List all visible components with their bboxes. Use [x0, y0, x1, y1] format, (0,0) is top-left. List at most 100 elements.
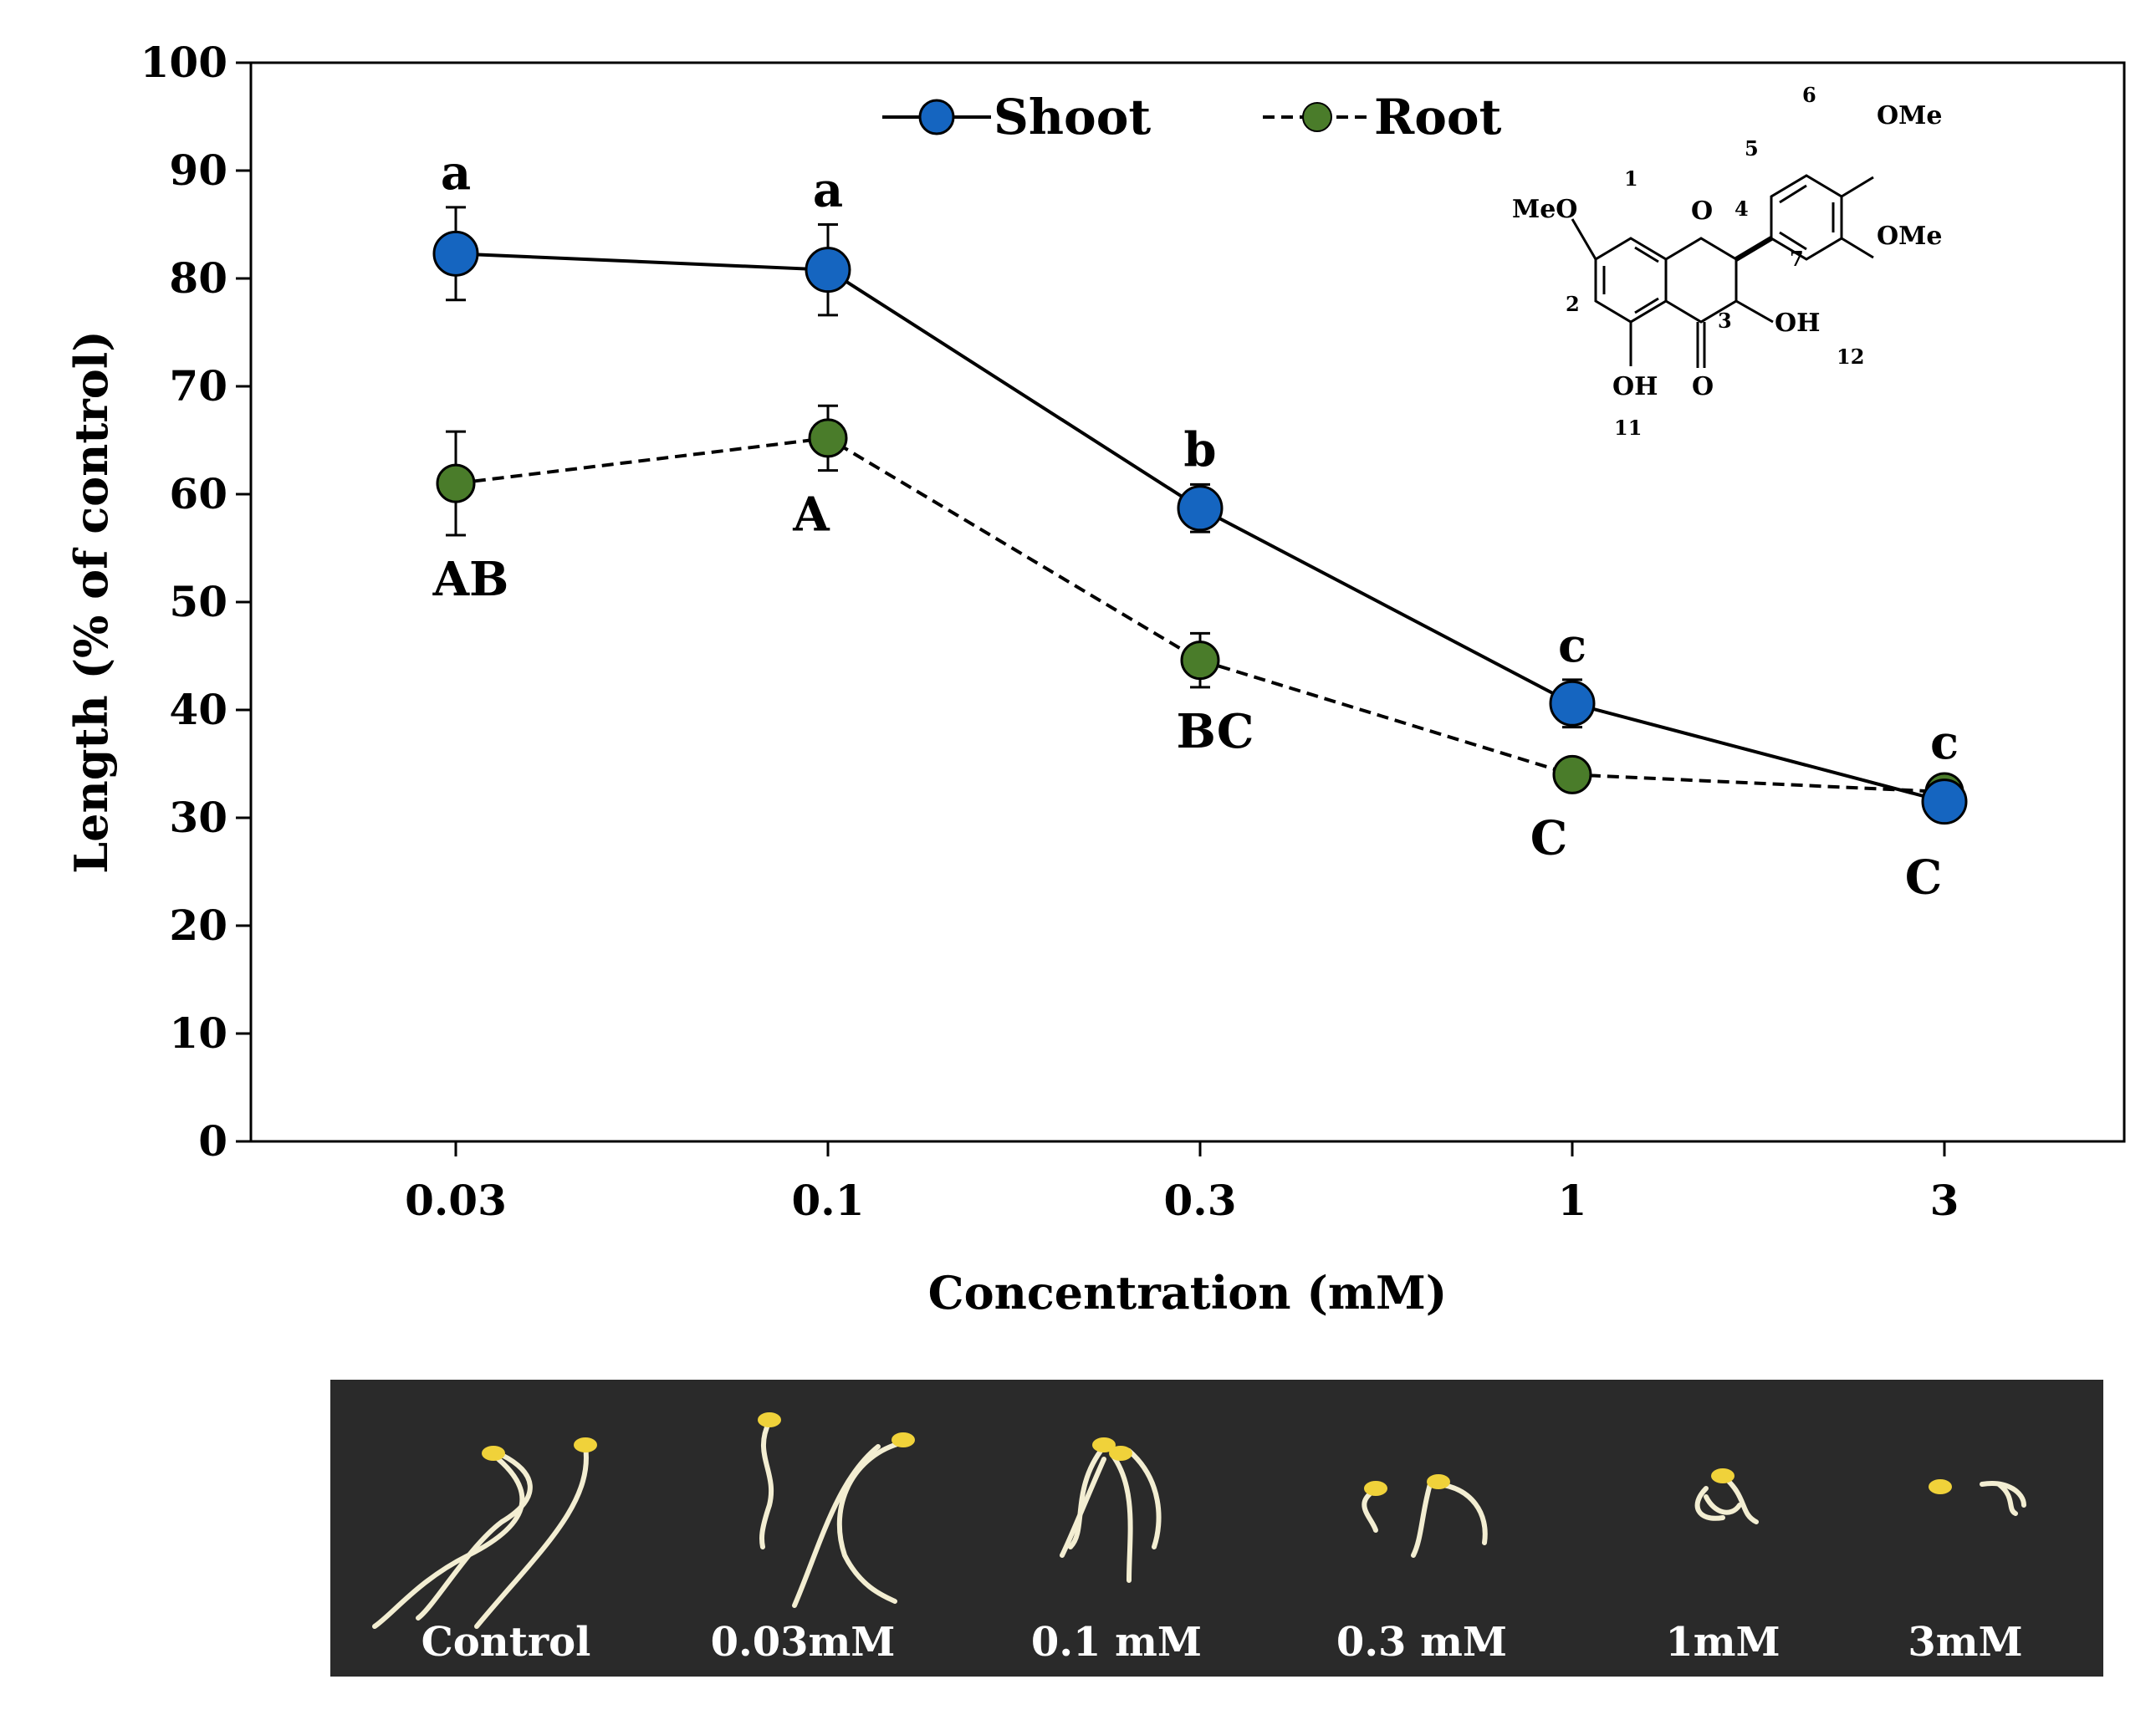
seedling-cotyledon: [758, 1412, 781, 1427]
seedling-stem: [1060, 1457, 1106, 1558]
hydroxyl-bond: [1735, 299, 1774, 324]
x-tick-label: 3: [1930, 1176, 1959, 1225]
y-tick-label: 0: [198, 1116, 227, 1166]
data-point-root: [808, 418, 848, 458]
seedling-cotyledon: [1427, 1474, 1450, 1489]
structure-number-1: 1: [1624, 166, 1638, 191]
seedling-cotyledon: [892, 1432, 915, 1447]
shoot-letter: c: [1930, 715, 1959, 770]
structure-number-4: 4: [1735, 197, 1749, 221]
y-tick-label: 80: [169, 253, 227, 303]
root-letter: A: [792, 487, 830, 543]
x-axis-title: Concentration (mM): [928, 1266, 1448, 1320]
legend-label-root: Root: [1374, 89, 1502, 145]
photo-label: Control: [421, 1619, 591, 1666]
methoxy-bond: [1841, 237, 1874, 259]
y-axis: 0 10 20 30 40 50 60 70 80 90 100: [140, 38, 251, 1166]
seedling-cotyledon: [574, 1437, 597, 1452]
chemical-structure-labels: MeO O OMe OMe OH OH O 1 2 3 4 5 6 7 11 1…: [1512, 83, 1942, 440]
structure-label-meo: MeO: [1512, 195, 1577, 224]
x-axis: 0.03 0.1 0.3 1 3: [405, 1141, 1959, 1225]
x-tick-label: 0.1: [792, 1176, 865, 1225]
seedling-stem: [759, 1419, 774, 1549]
structure-number-3: 3: [1718, 309, 1732, 333]
data-point-shoot: [1549, 680, 1596, 727]
methoxy-bond: [1841, 176, 1874, 198]
line-chart: 0 10 20 30 40 50 60 70 80 90 100 0.03 0.1 0.3 1 3 Leng…: [64, 38, 2126, 1320]
structure-label-carbonyl-o: O: [1692, 372, 1714, 401]
y-tick-label: 50: [169, 577, 227, 626]
legend-label-shoot: Shoot: [994, 89, 1151, 145]
structure-number-12: 12: [1837, 345, 1864, 369]
data-point-root: [1552, 754, 1592, 794]
x-tick-label: 1: [1558, 1176, 1587, 1225]
photo-label: 0.3 mM: [1336, 1619, 1507, 1666]
photo-background: [330, 1380, 2103, 1677]
structure-number-5: 5: [1745, 136, 1759, 161]
seedling-stem: [792, 1444, 881, 1608]
ring-b-double-bond: [1779, 184, 1807, 204]
y-tick-label: 60: [169, 469, 227, 518]
seedling-stem: [1110, 1452, 1133, 1583]
data-point-shoot: [805, 247, 851, 294]
legend-marker-root: [1302, 102, 1332, 132]
structure-label-ome-bottom: OMe: [1877, 222, 1942, 251]
seedling-stem: [1996, 1482, 2018, 1516]
data-point-root: [1180, 641, 1220, 681]
root-letter: C: [1905, 850, 1943, 906]
shoot-letter: a: [441, 145, 471, 201]
plot-frame: [249, 61, 2126, 1143]
structure-label-ome-top: OMe: [1877, 101, 1942, 130]
seedling-group: [1060, 1444, 1162, 1583]
series-line-root: [455, 436, 1945, 794]
seedling-group: [1362, 1482, 1488, 1558]
seedling-stem: [1411, 1482, 1433, 1558]
structure-number-2: 2: [1566, 292, 1580, 316]
y-tick-label: 90: [169, 145, 227, 195]
seedling-cotyledon: [1109, 1446, 1132, 1461]
data-point-shoot: [432, 230, 479, 277]
y-axis-title: Length (% of control): [64, 330, 118, 874]
photo-label: 0.1 mM: [1031, 1619, 1202, 1666]
root-letter: AB: [432, 552, 509, 607]
ring-a-double-bond: [1634, 246, 1659, 263]
seedling-stem: [836, 1440, 906, 1604]
seedling-stem: [1980, 1481, 2026, 1508]
seedling-group: [1980, 1481, 2026, 1516]
seedling-cotyledon: [1711, 1468, 1735, 1483]
root-letter: C: [1530, 810, 1568, 865]
photo-label: 1mM: [1665, 1619, 1780, 1666]
seedling-cotyledon: [1929, 1479, 1952, 1494]
shoot-letter: b: [1183, 422, 1216, 477]
seedling-stem: [474, 1444, 589, 1629]
series-shoot: [432, 206, 1968, 825]
ring-b-bond: [1735, 236, 1773, 262]
data-point-root: [436, 463, 476, 503]
methoxy-bond: [1571, 218, 1597, 260]
ring-b-double-bond: [1779, 231, 1807, 251]
legend: Shoot Root: [882, 89, 1502, 145]
shoot-letter: a: [813, 163, 843, 218]
seedling-cotyledon: [1364, 1481, 1387, 1496]
y-tick-label: 40: [169, 685, 227, 734]
data-point-shoot: [1921, 778, 1968, 825]
seedling-group: [372, 1444, 589, 1629]
ring-b: [1770, 174, 1843, 261]
seedlings: [372, 1412, 2026, 1629]
seedling-stem: [1436, 1482, 1488, 1545]
x-tick-label: 0.03: [405, 1176, 507, 1225]
legend-marker-shoot: [918, 99, 955, 135]
seedling-stem: [416, 1452, 533, 1621]
structure-label-oh-3: OH: [1775, 309, 1820, 338]
photo-label: 0.03mM: [711, 1619, 896, 1666]
x-tick-label: 0.3: [1164, 1176, 1237, 1225]
seedling-stem: [1704, 1494, 1742, 1515]
y-tick-label: 100: [140, 38, 227, 87]
shoot-letter: c: [1558, 618, 1586, 673]
y-tick-label: 70: [169, 361, 227, 411]
seedling-cotyledon: [482, 1446, 505, 1461]
seedling-stem: [1694, 1486, 1725, 1521]
seedling-photo: Control 0.03mM 0.1 mM 0.3 mM 1mM 3mM: [330, 1380, 2103, 1677]
ring-a-double-bond: [1634, 297, 1659, 314]
